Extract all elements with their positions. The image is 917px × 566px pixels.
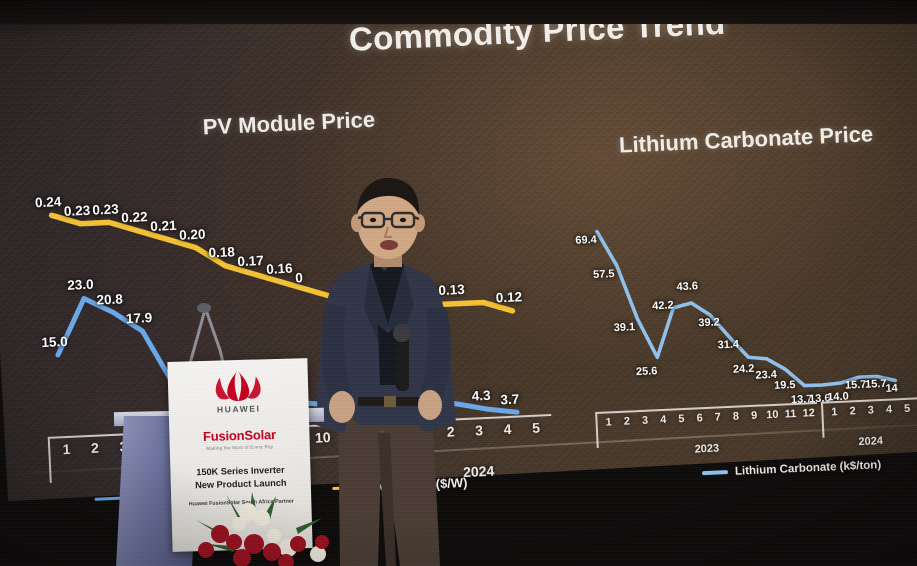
axis-tick-label: 1 xyxy=(831,406,838,419)
presenter-shirt-lower xyxy=(378,325,398,385)
microphone-head-icon xyxy=(393,324,411,342)
axis-tick-label: 2 xyxy=(623,415,631,428)
pv-chart-title: PV Module Price xyxy=(202,106,376,140)
presenter-right-eye xyxy=(399,217,407,223)
axis-tick-label: 5 xyxy=(531,419,541,436)
wall-top xyxy=(0,0,917,24)
axis-tick-label: 11 xyxy=(784,407,797,421)
axis-tick-label: 4 xyxy=(503,420,512,438)
mic-stand-head-icon xyxy=(197,303,211,313)
lithium-chart-lines xyxy=(595,229,898,388)
fusionsolar-tagline: Making the Most of Every Ray xyxy=(206,444,274,451)
podium-sign: HUAWEI FusionSolar Making the Most of Ev… xyxy=(167,358,313,552)
presenter-face xyxy=(357,183,419,259)
belt-buckle xyxy=(384,396,396,407)
axis-tick-label: 3 xyxy=(867,404,875,417)
axis-tick-label: 4 xyxy=(659,413,667,427)
fusionsolar-wordmark: FusionSolar xyxy=(202,426,277,445)
huawei-wordmark: HUAWEI xyxy=(216,403,261,415)
trouser-shadow xyxy=(378,433,396,566)
presenter-hair xyxy=(357,177,420,215)
glasses-icon xyxy=(357,211,420,229)
axis-tick-label: 12 xyxy=(802,407,816,420)
huawei-logo-icon xyxy=(215,371,261,402)
axis-tick-label: 1 xyxy=(605,416,613,429)
axis-tick-label: 2 xyxy=(849,405,856,418)
presenter-left-eye xyxy=(369,217,377,223)
presenter-trousers xyxy=(338,405,440,566)
flower-arrangement xyxy=(196,492,329,566)
axis-tick-label: 8 xyxy=(732,410,740,423)
presenter-left-arm xyxy=(321,303,352,401)
axis-tick-label: 10 xyxy=(765,408,779,422)
presenter-shirt xyxy=(370,261,404,325)
axis-tick-label: 2 xyxy=(90,439,100,456)
presenter-left-hand xyxy=(329,391,355,423)
axis-tick-label: 3 xyxy=(641,414,649,427)
white-roses xyxy=(232,503,326,562)
axis-tick-label: 4 xyxy=(885,403,893,416)
axis-tick-label: 9 xyxy=(750,409,758,422)
lithium-carbonate-price-chart: 69.4 57.5 39.1 25.6 42.2 43.6 39.2 31.4 24.2 23.4… xyxy=(575,207,917,497)
axis-tick-label: 5 xyxy=(678,413,685,426)
lithium-carbonate-line xyxy=(595,229,898,388)
axis-tick-label: 1 xyxy=(62,440,71,458)
presenter xyxy=(316,177,456,566)
sign-headline-1: 150K Series Inverter xyxy=(196,464,285,478)
red-roses xyxy=(198,525,329,566)
podium: HUAWEI FusionSolar Making the Most of Ev… xyxy=(108,303,348,566)
presenter-right-arm xyxy=(420,307,451,399)
sign-headline-2: New Product Launch xyxy=(195,477,287,491)
presenter-nose xyxy=(383,226,392,238)
presenter-mouth xyxy=(380,240,398,250)
microphone-body xyxy=(396,333,409,391)
presenter-right-hand xyxy=(418,390,442,420)
axis-tick-label: 7 xyxy=(714,411,722,424)
lithium-chart-title: Lithium Carbonate Price xyxy=(618,121,874,158)
axis-tick-label: 5 xyxy=(903,402,911,416)
axis-tick-label: 6 xyxy=(696,412,703,425)
lithium-swatch-icon xyxy=(701,470,729,476)
